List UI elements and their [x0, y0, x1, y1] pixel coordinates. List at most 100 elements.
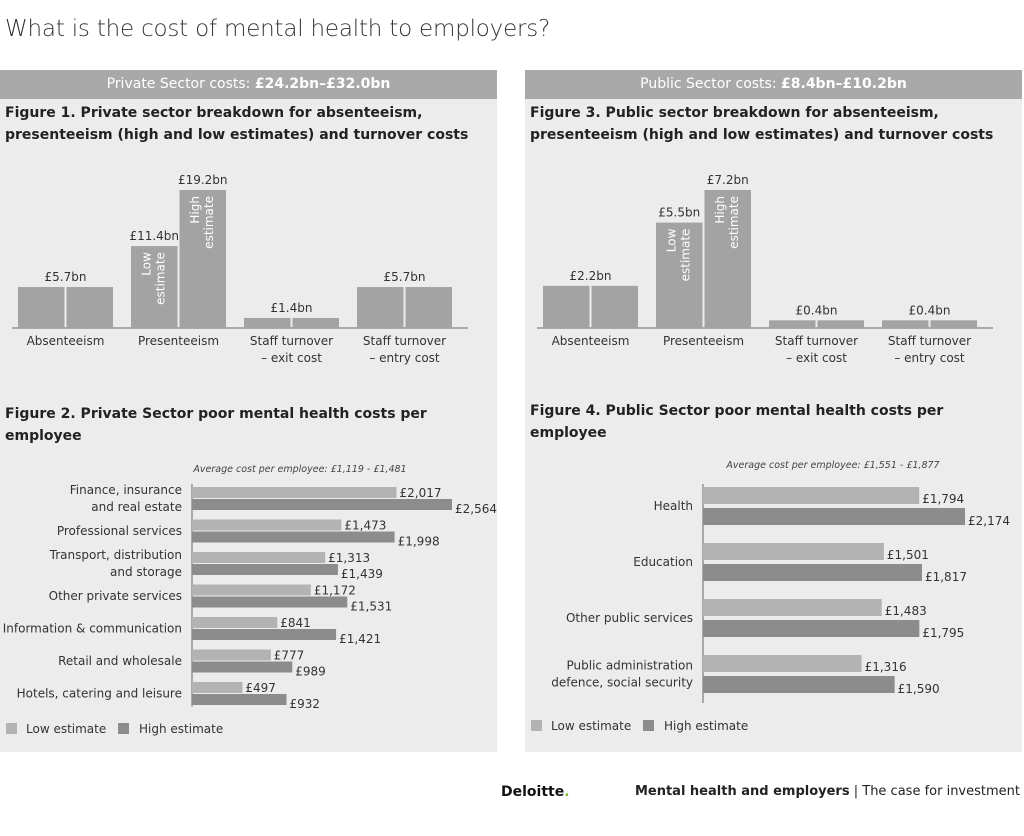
bar-presenteeism-high	[704, 190, 751, 328]
bar-inner-label-line: High	[713, 196, 727, 224]
bar-high-estimate	[192, 661, 293, 673]
public-banner-prefix: Public Sector costs:	[640, 76, 782, 92]
category-label: and real estate	[91, 500, 182, 514]
bar-high-estimate	[703, 620, 920, 637]
bar-high-estimate	[192, 531, 395, 543]
bar-staff-turnover-right	[817, 320, 864, 328]
category-label: Retail and wholesale	[58, 654, 182, 668]
category-label: – exit cost	[786, 351, 847, 365]
bar-low-estimate	[703, 543, 884, 560]
bar-high-estimate	[192, 629, 337, 640]
bar-inner-label: Lowestimate	[139, 252, 167, 305]
category-label: Absenteeism	[552, 334, 630, 348]
category-label: – entry cost	[369, 351, 440, 365]
public-sector-panel: Public Sector costs: £8.4bn–£10.2bn Figu…	[525, 70, 1022, 752]
bar-high-value-label: £1,998	[398, 535, 440, 549]
category-label: Hotels, catering and leisure	[17, 687, 182, 701]
bar-value-label: £11.4bn	[129, 229, 179, 243]
bar-low-estimate	[192, 487, 397, 498]
category-label: Staff turnover	[775, 334, 858, 348]
bar-value-label: £0.4bn	[909, 303, 951, 317]
bar-staff-turnover-right	[292, 317, 339, 328]
bar-high-estimate	[192, 499, 452, 510]
bar-low-estimate	[703, 487, 920, 504]
category-label: Other private services	[49, 589, 182, 603]
category-label: Finance, insurance	[70, 483, 182, 497]
bar-high-value-label: £1,531	[350, 600, 392, 614]
bar-high-value-label: £1,439	[341, 567, 383, 581]
bar-inner-label: Highestimate	[188, 196, 216, 249]
bar-high-value-label: £2,564	[455, 502, 497, 516]
private-sector-panel: Private Sector costs: £24.2bn–£32.0bn Fi…	[0, 70, 497, 752]
bar-value-label: £0.4bn	[796, 303, 838, 317]
category-label: Professional services	[57, 524, 182, 538]
category-label: Health	[654, 499, 693, 513]
category-label: Staff turnover	[888, 334, 971, 348]
bar-high-estimate	[703, 676, 895, 693]
category-label: – entry cost	[894, 351, 965, 365]
category-label: Absenteeism	[27, 334, 105, 348]
bar-high-value-label: £1,421	[339, 632, 381, 646]
bar-low-estimate	[192, 649, 271, 661]
bar-high-estimate	[703, 564, 922, 581]
bar-absenteeism-right	[66, 287, 113, 328]
private-banner-value: £24.2bn–£32.0bn	[254, 76, 391, 92]
bar-high-value-label: £1,817	[925, 570, 967, 584]
bar-low-value-label: £497	[245, 681, 276, 695]
public-sector-banner: Public Sector costs: £8.4bn–£10.2bn	[525, 70, 1022, 99]
bar-low-value-label: £841	[280, 616, 311, 630]
bar-low-value-label: £1,794	[922, 492, 964, 506]
category-label: Transport, distribution	[49, 548, 182, 562]
bar-absenteeism-left	[18, 287, 65, 328]
legend-swatch-high	[643, 720, 654, 731]
brand-name: Deloitte	[501, 784, 565, 800]
figure-3-title: Figure 3. Public sector breakdown for ab…	[530, 105, 994, 143]
bar-low-estimate	[703, 655, 862, 672]
bar-value-label: £5.5bn	[658, 206, 700, 220]
category-label: Staff turnover	[363, 334, 446, 348]
bar-presenteeism-low	[131, 246, 178, 328]
bar-high-value-label: £1,590	[898, 682, 940, 696]
brand-dot: .	[564, 784, 570, 800]
bar-inner-label-line: estimate	[153, 252, 167, 305]
bar-high-value-label: £989	[295, 665, 326, 679]
report-title-bold: Mental health and employers	[634, 784, 850, 799]
category-label: – exit cost	[261, 351, 322, 365]
legend-label-high: High estimate	[139, 722, 223, 736]
private-sector-banner: Private Sector costs: £24.2bn–£32.0bn	[0, 70, 497, 99]
legend-label-low: Low estimate	[26, 722, 106, 736]
category-label: Education	[633, 555, 693, 569]
bar-high-estimate	[192, 694, 287, 705]
report-title-separator: |	[849, 784, 863, 799]
bar-low-estimate	[192, 584, 311, 596]
private-banner-prefix: Private Sector costs:	[106, 76, 255, 92]
figure-2-title: Figure 2. Private Sector poor mental hea…	[5, 406, 427, 444]
bar-value-label: £5.7bn	[384, 270, 426, 284]
category-label: Information & communication	[3, 622, 182, 636]
bar-low-value-label: £777	[274, 649, 305, 663]
bar-inner-label: Lowestimate	[664, 228, 692, 281]
public-banner-value: £8.4bn–£10.2bn	[781, 76, 907, 92]
bar-low-estimate	[192, 617, 278, 628]
bar-staff-turnover-right	[930, 320, 977, 328]
figure-2-chart: Average cost per employee: £1,119 - £1,4…	[3, 464, 497, 736]
bar-high-estimate	[192, 564, 338, 575]
bar-value-label: £7.2bn	[707, 173, 749, 187]
category-label: Staff turnover	[250, 334, 333, 348]
bar-value-label: £5.7bn	[45, 270, 87, 284]
category-label: Presenteeism	[138, 334, 219, 348]
bar-staff-turnover-left	[882, 320, 929, 328]
bar-inner-label-line: Low	[139, 252, 153, 276]
category-label: Other public services	[566, 611, 693, 625]
figure-4-chart: Average cost per employee: £1,551 - £1,8…	[531, 460, 1010, 733]
bar-staff-turnover-left	[769, 320, 816, 328]
bar-absenteeism-left	[543, 285, 590, 328]
bar-value-label: £2.2bn	[570, 269, 612, 283]
report-title: Mental health and employers | The case f…	[635, 784, 1020, 799]
average-cost-subtitle: Average cost per employee: £1,551 - £1,8…	[725, 460, 939, 471]
bar-inner-label-line: estimate	[678, 229, 692, 282]
bar-inner-label-line: Low	[664, 228, 678, 252]
bar-low-value-label: £2,017	[400, 486, 442, 500]
bar-presenteeism-low	[656, 222, 703, 328]
category-label: and storage	[110, 565, 182, 579]
